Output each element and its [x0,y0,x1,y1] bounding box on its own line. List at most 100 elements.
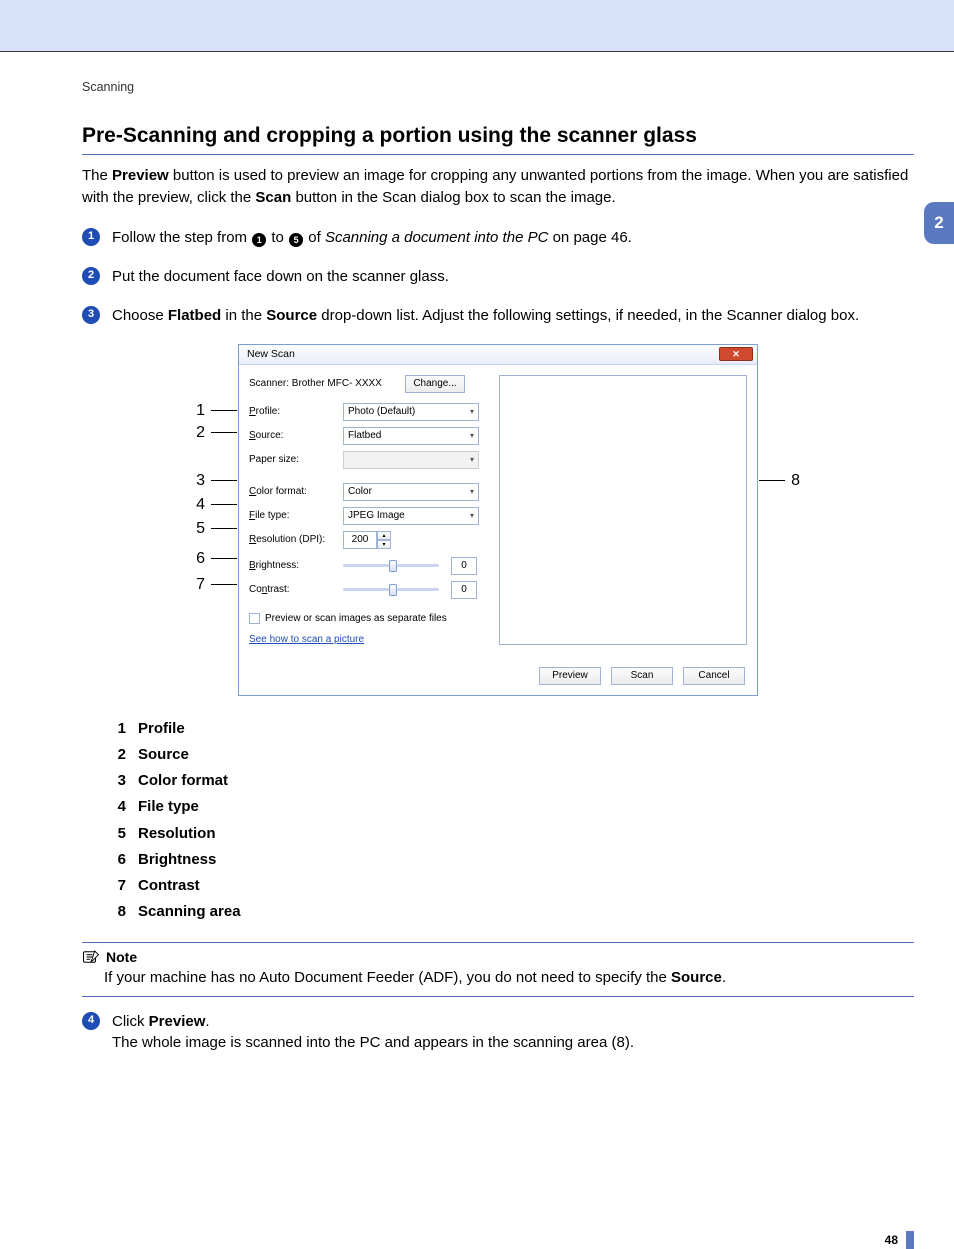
dialog-titlebar: New Scan ✕ [239,345,757,365]
legend-2-num: 2 [114,742,126,768]
resolution-spinner[interactable]: 200 ▴▾ [343,531,393,549]
legend-row-2: 2 Source [114,742,914,768]
note-t2: . [722,969,726,986]
s3-t1: Choose [112,307,168,324]
s4-preview: Preview [149,1013,206,1030]
close-icon[interactable]: ✕ [719,347,753,361]
brightness-value[interactable]: 0 [451,557,477,575]
note-header: Note [82,949,914,965]
legend-7-label: Contrast [138,873,200,899]
legend-4-num: 4 [114,794,126,820]
s1-link: Scanning a document into the PC [325,229,548,246]
s3-t3: drop-down list. Adjust the following set… [317,307,859,324]
callout-6: 6 [193,550,237,568]
callout-5: 5 [193,520,237,538]
contrast-slider[interactable] [343,581,439,599]
brightness-label: Brightness: [249,560,337,571]
top-banner [0,0,954,52]
page-content: 2 Scanning Pre-Scanning and cropping a p… [0,52,954,1111]
resolution-label: Resolution (DPI): [249,534,337,545]
dialog-left-panel: Scanner: Brother MFC- XXXX Change... Pro… [249,375,489,645]
contrast-label: Contrast: [249,584,337,595]
legend-6-num: 6 [114,847,126,873]
checkbox-label: Preview or scan images as separate files [265,613,447,624]
filetype-label: File type: [249,510,337,521]
profile-label: Profile: [249,406,337,417]
section-title: Pre-Scanning and cropping a portion usin… [82,124,914,155]
spin-up-icon[interactable]: ▴ [377,531,391,540]
legend-5-num: 5 [114,821,126,847]
resolution-value: 200 [343,531,377,549]
chapter-tab: 2 [924,202,954,244]
s4-t2: . [205,1013,209,1030]
note-box: Note If your machine has no Auto Documen… [82,942,914,997]
legend-2-label: Source [138,742,189,768]
legend-row-5: 5 Resolution [114,821,914,847]
step-4-text: Click Preview. The whole image is scanne… [112,1011,634,1053]
callout-8: 8 [759,472,800,490]
source-select[interactable]: Flatbed▾ [343,427,479,445]
legend: 1Profile 2Source 3Color format 4File typ… [114,716,914,926]
legend-row-4: 4 File type [114,794,914,820]
colorformat-label: Color format: [249,486,337,497]
legend-6-label: Brightness [138,847,216,873]
legend-8-label: Scanning area [138,899,241,925]
change-button[interactable]: Change... [405,375,465,393]
legend-1-label: Profile [138,716,185,742]
note-icon [82,949,100,965]
cancel-button[interactable]: Cancel [683,667,745,685]
s1-t1: Follow the step from [112,229,251,246]
legend-5-label: Resolution [138,821,216,847]
scan-button[interactable]: Scan [611,667,673,685]
step-2: 2 Put the document face down on the scan… [82,266,914,287]
filetype-select[interactable]: JPEG Image▾ [343,507,479,525]
step-1: 1 Follow the step from 1 to 5 of Scannin… [82,227,914,248]
legend-3-label: Color format [138,768,228,794]
contrast-value[interactable]: 0 [451,581,477,599]
brightness-slider[interactable] [343,557,439,575]
callout-5-num: 5 [193,520,205,538]
intro-t3: button in the Scan dialog box to scan th… [291,189,615,206]
step-3-text: Choose Flatbed in the Source drop-down l… [112,305,859,326]
preview-button[interactable]: Preview [539,667,601,685]
help-link[interactable]: See how to scan a picture [249,634,364,645]
callout-1-num: 1 [193,402,205,420]
papersize-select: ▾ [343,451,479,469]
scanning-area[interactable] [499,375,747,645]
page-number: 48 [885,1231,914,1249]
colorformat-value: Color [348,486,372,497]
legend-row-3: 3 Color format [114,768,914,794]
step-4: 4 Click Preview. The whole image is scan… [82,1011,914,1053]
step-1-text: Follow the step from 1 to 5 of Scanning … [112,227,632,248]
step-3-bullet: 3 [82,306,100,324]
footer: 48 [0,1231,954,1249]
callout-4-num: 4 [193,496,205,514]
scanner-label: Scanner: Brother MFC- XXXX [249,378,399,389]
new-scan-dialog: New Scan ✕ Scanner: Brother MFC- XXXX Ch… [238,344,758,696]
note-source: Source [671,969,722,986]
s3-flatbed: Flatbed [168,307,221,324]
callout-4: 4 [193,496,237,514]
legend-row-8: 8 Scanning area [114,899,914,925]
callout-6-num: 6 [193,550,205,568]
s1-t3: of [304,229,325,246]
intro-t1: The [82,167,112,184]
callout-2-num: 2 [193,424,205,442]
checkbox-icon[interactable] [249,613,260,624]
step-3: 3 Choose Flatbed in the Source drop-down… [82,305,914,326]
legend-8-num: 8 [114,899,126,925]
colorformat-select[interactable]: Color▾ [343,483,479,501]
legend-4-label: File type [138,794,199,820]
legend-3-num: 3 [114,768,126,794]
note-text: If your machine has no Auto Document Fee… [104,969,914,986]
separate-files-checkbox[interactable]: Preview or scan images as separate files [249,613,489,624]
step-1-bullet: 1 [82,228,100,246]
profile-select[interactable]: Photo (Default)▾ [343,403,479,421]
step-2-text: Put the document face down on the scanne… [112,266,449,287]
callout-8-num: 8 [791,472,800,490]
spin-down-icon[interactable]: ▾ [377,540,391,549]
inline-bullet-1: 1 [252,233,266,247]
callout-3: 3 [193,472,237,490]
dialog-title: New Scan [247,348,295,360]
legend-row-7: 7Contrast [114,873,914,899]
